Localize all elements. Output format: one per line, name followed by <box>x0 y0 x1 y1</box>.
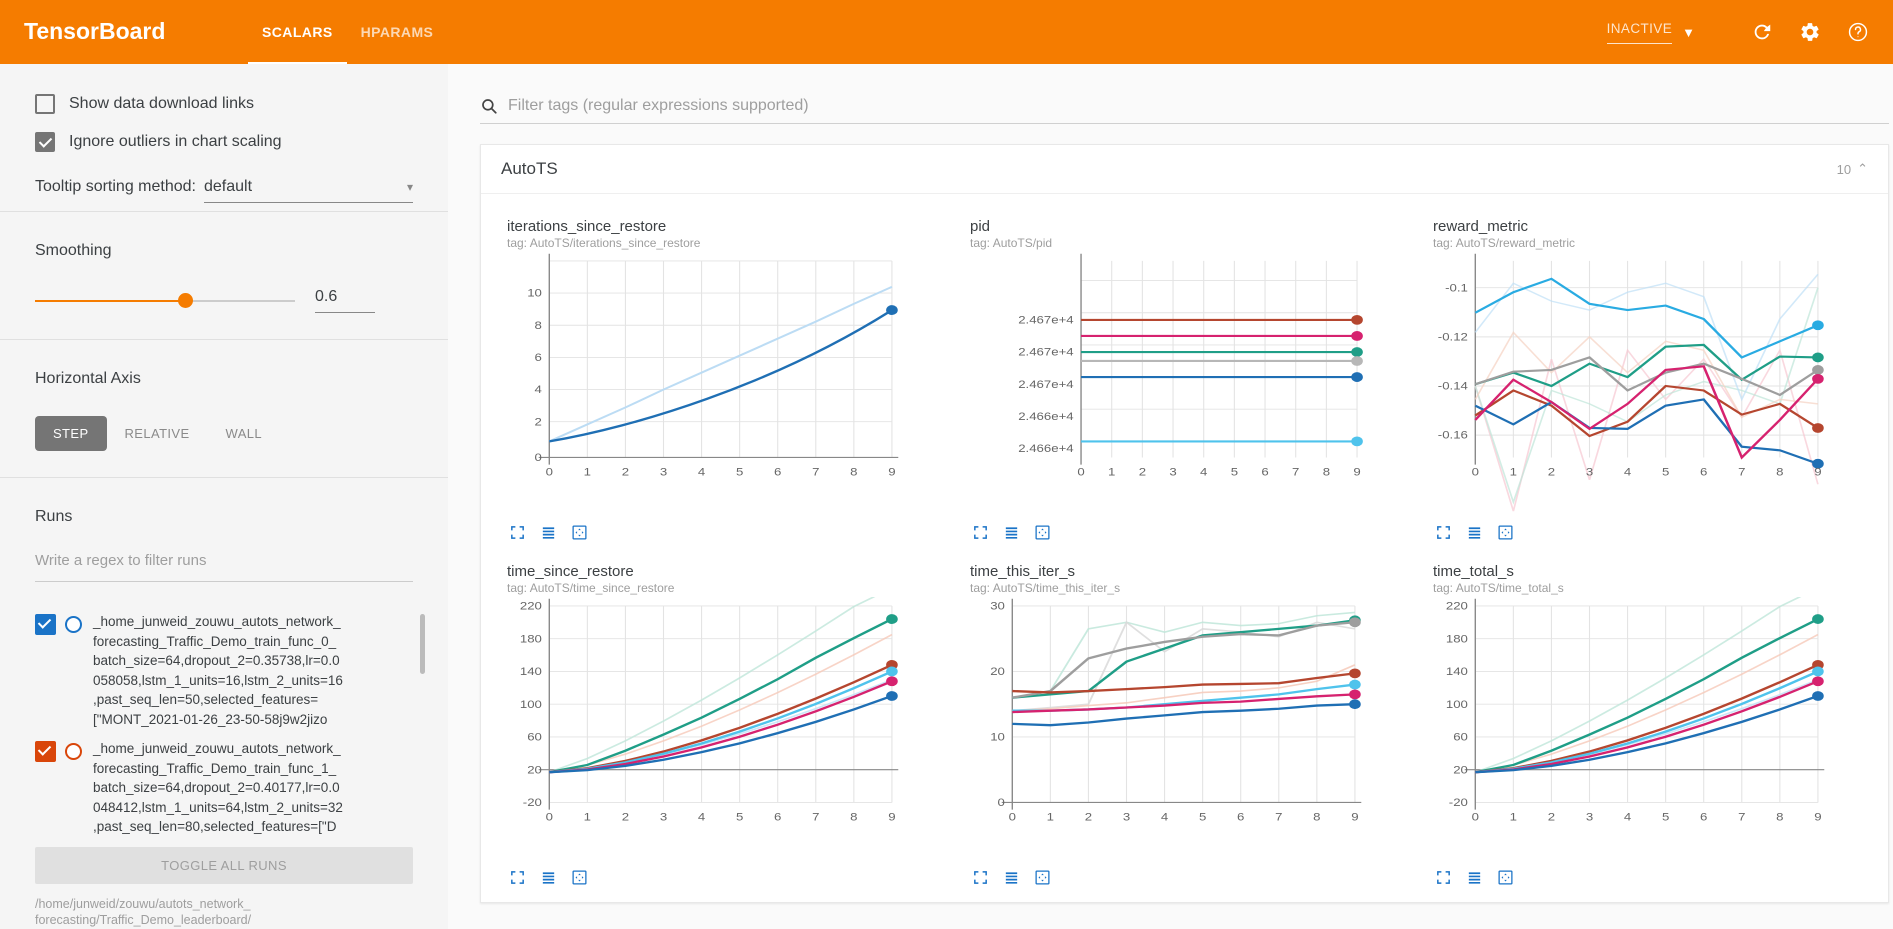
svg-text:8: 8 <box>535 319 543 332</box>
svg-text:3: 3 <box>1586 465 1594 478</box>
svg-text:7: 7 <box>812 465 820 478</box>
svg-text:0: 0 <box>998 796 1006 809</box>
svg-text:3: 3 <box>1123 810 1131 823</box>
svg-text:1: 1 <box>584 465 592 478</box>
svg-text:0: 0 <box>546 810 554 823</box>
svg-text:2.467e+4: 2.467e+4 <box>1018 346 1074 359</box>
svg-text:2: 2 <box>1085 810 1093 823</box>
svg-text:2.466e+4: 2.466e+4 <box>1018 442 1074 455</box>
svg-text:8: 8 <box>1776 810 1784 823</box>
svg-text:140: 140 <box>520 665 542 678</box>
svg-text:100: 100 <box>1446 698 1468 711</box>
svg-text:2: 2 <box>622 810 630 823</box>
svg-text:6: 6 <box>774 810 782 823</box>
svg-text:9: 9 <box>1353 465 1361 478</box>
svg-text:6: 6 <box>1237 810 1245 823</box>
svg-text:6: 6 <box>1700 810 1708 823</box>
svg-text:6: 6 <box>535 351 543 364</box>
svg-text:-20: -20 <box>523 796 542 809</box>
svg-text:3: 3 <box>1586 810 1594 823</box>
svg-text:1: 1 <box>1108 465 1116 478</box>
svg-text:3: 3 <box>660 810 668 823</box>
svg-text:0: 0 <box>1009 810 1017 823</box>
svg-text:2.467e+4: 2.467e+4 <box>1018 378 1074 391</box>
svg-text:10: 10 <box>527 287 542 300</box>
svg-text:0: 0 <box>546 465 554 478</box>
svg-text:8: 8 <box>1776 465 1784 478</box>
svg-text:8: 8 <box>850 810 858 823</box>
svg-text:5: 5 <box>1662 810 1670 823</box>
svg-text:5: 5 <box>1199 810 1207 823</box>
svg-text:30: 30 <box>990 599 1005 612</box>
svg-text:9: 9 <box>1814 465 1822 478</box>
svg-text:6: 6 <box>1261 465 1269 478</box>
svg-text:1: 1 <box>1047 810 1055 823</box>
svg-text:5: 5 <box>736 465 744 478</box>
svg-text:-0.12: -0.12 <box>1438 330 1468 343</box>
svg-text:60: 60 <box>527 731 542 744</box>
svg-text:1: 1 <box>1510 810 1518 823</box>
svg-text:140: 140 <box>1446 665 1468 678</box>
svg-text:7: 7 <box>1275 810 1283 823</box>
svg-text:7: 7 <box>812 810 820 823</box>
svg-text:3: 3 <box>1169 465 1177 478</box>
svg-text:0: 0 <box>1077 465 1085 478</box>
svg-text:220: 220 <box>1446 599 1468 612</box>
svg-text:2: 2 <box>1139 465 1147 478</box>
svg-text:5: 5 <box>1231 465 1239 478</box>
svg-text:7: 7 <box>1738 465 1746 478</box>
svg-text:9: 9 <box>888 810 896 823</box>
svg-text:-20: -20 <box>1449 796 1468 809</box>
svg-text:220: 220 <box>520 599 542 612</box>
svg-text:20: 20 <box>990 665 1005 678</box>
svg-text:-0.14: -0.14 <box>1438 380 1468 393</box>
svg-text:8: 8 <box>1323 465 1331 478</box>
svg-text:5: 5 <box>1662 465 1670 478</box>
svg-text:180: 180 <box>1446 632 1468 645</box>
svg-text:2: 2 <box>622 465 630 478</box>
svg-text:7: 7 <box>1292 465 1300 478</box>
svg-text:100: 100 <box>520 698 542 711</box>
svg-text:4: 4 <box>535 383 543 396</box>
svg-text:180: 180 <box>520 632 542 645</box>
svg-text:0: 0 <box>535 451 543 464</box>
svg-text:2.467e+4: 2.467e+4 <box>1018 313 1074 326</box>
svg-text:4: 4 <box>698 465 706 478</box>
svg-text:10: 10 <box>990 731 1005 744</box>
svg-text:0: 0 <box>1472 465 1480 478</box>
svg-text:4: 4 <box>698 810 706 823</box>
svg-text:-0.16: -0.16 <box>1438 429 1468 442</box>
svg-text:9: 9 <box>1814 810 1822 823</box>
svg-text:-0.1: -0.1 <box>1445 281 1468 294</box>
svg-text:0: 0 <box>1472 810 1480 823</box>
svg-text:4: 4 <box>1624 465 1632 478</box>
svg-text:60: 60 <box>1453 731 1468 744</box>
svg-text:2: 2 <box>1548 810 1556 823</box>
svg-text:20: 20 <box>527 763 542 776</box>
svg-text:4: 4 <box>1200 465 1208 478</box>
svg-text:1: 1 <box>584 810 592 823</box>
svg-text:8: 8 <box>1313 810 1321 823</box>
svg-text:3: 3 <box>660 465 668 478</box>
svg-text:8: 8 <box>850 465 858 478</box>
svg-text:2: 2 <box>1548 465 1556 478</box>
svg-text:20: 20 <box>1453 763 1468 776</box>
svg-text:6: 6 <box>1700 465 1708 478</box>
svg-text:6: 6 <box>774 465 782 478</box>
svg-text:7: 7 <box>1738 810 1746 823</box>
svg-text:2.466e+4: 2.466e+4 <box>1018 410 1074 423</box>
svg-text:2: 2 <box>535 415 543 428</box>
svg-text:4: 4 <box>1624 810 1632 823</box>
svg-text:9: 9 <box>888 465 896 478</box>
svg-text:4: 4 <box>1161 810 1169 823</box>
svg-text:1: 1 <box>1510 465 1518 478</box>
svg-text:9: 9 <box>1351 810 1359 823</box>
svg-text:5: 5 <box>736 810 744 823</box>
